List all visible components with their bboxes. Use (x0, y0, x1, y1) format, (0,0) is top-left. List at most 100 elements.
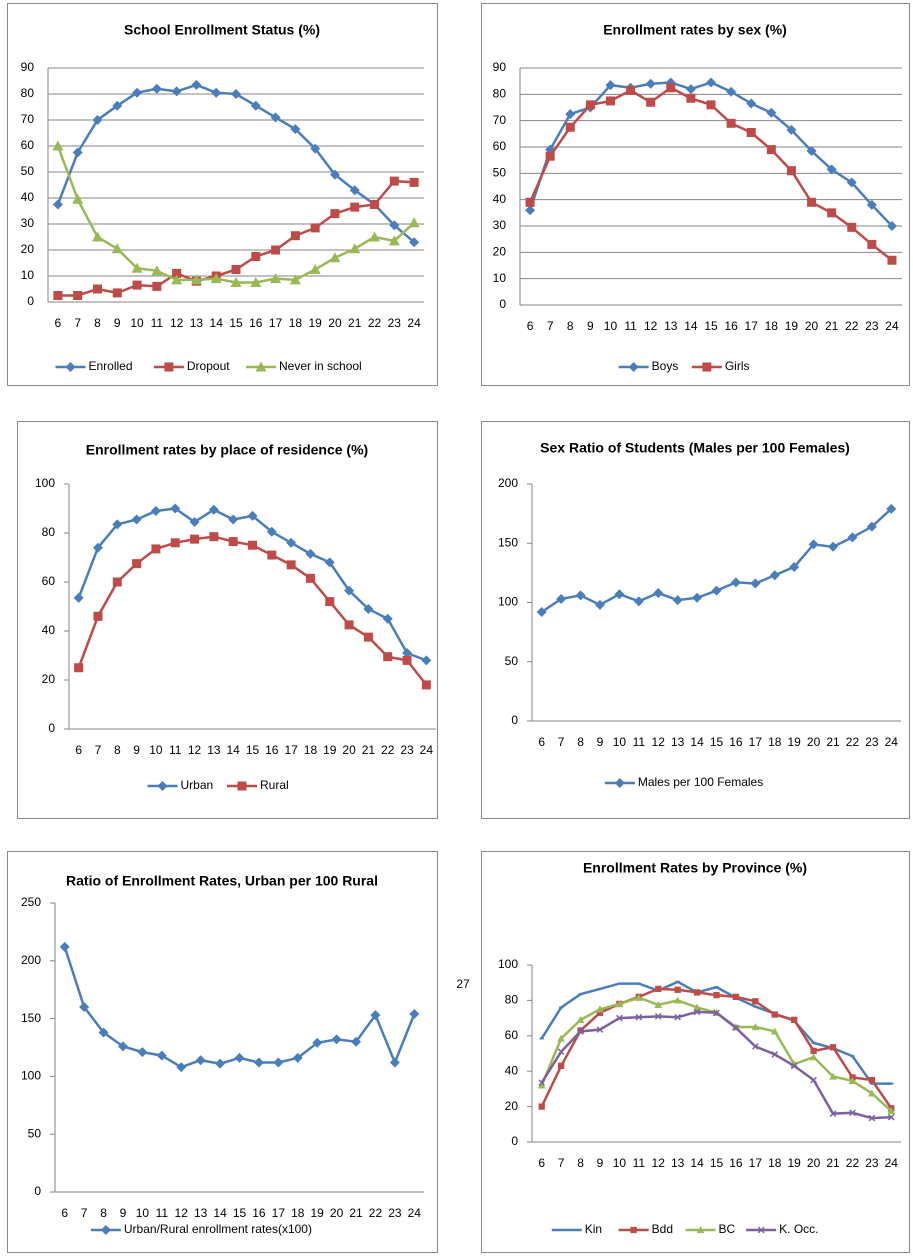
data-point (210, 273, 222, 284)
data-point (172, 268, 182, 278)
data-point (73, 291, 83, 300)
data-point (131, 262, 143, 273)
legend-label: Urban (181, 778, 214, 792)
x-tick-label: 14 (690, 1156, 704, 1170)
data-point (616, 1014, 623, 1022)
x-tick-label: 16 (265, 743, 279, 757)
x-tick-label: 9 (597, 735, 604, 749)
x-tick-label: 16 (729, 735, 743, 749)
x-tick-label: 21 (826, 735, 840, 749)
data-point (331, 1034, 342, 1045)
data-point (626, 85, 636, 95)
data-point (349, 243, 361, 254)
x-tick-label: 24 (420, 743, 434, 757)
data-point (389, 220, 400, 231)
y-tick-label: 30 (21, 216, 35, 230)
y-tick-label: 20 (493, 245, 507, 259)
x-tick-label: 9 (120, 1206, 127, 1220)
data-point (72, 193, 84, 204)
data-point (752, 998, 759, 1005)
legend-label: Males per 100 Females (638, 775, 763, 789)
data-point (310, 223, 320, 233)
y-tick-label: 20 (21, 242, 35, 256)
data-point (846, 177, 857, 188)
data-point (325, 597, 335, 607)
data-point (215, 1058, 226, 1069)
data-point (228, 514, 239, 525)
data-point (292, 1052, 303, 1063)
x-tick-label: 13 (671, 735, 685, 749)
data-point (190, 274, 202, 285)
data-point (829, 1110, 837, 1118)
data-point (810, 1076, 817, 1084)
data-point (732, 1024, 740, 1032)
y-tick-label: 60 (493, 139, 507, 153)
data-point (673, 996, 682, 1004)
x-tick-label: 17 (745, 319, 759, 333)
legend-label: Urban/Rural enrollment rates(x100) (124, 1222, 312, 1236)
data-point (132, 280, 142, 290)
data-point (766, 145, 776, 155)
data-point (633, 596, 644, 607)
data-point (538, 1079, 546, 1087)
y-tick-label: 0 (499, 297, 506, 311)
y-tick-label: 50 (21, 164, 35, 178)
legend-marker (237, 781, 247, 791)
data-point (409, 237, 420, 248)
data-point (402, 648, 413, 659)
legend-label: Kin (585, 1222, 602, 1236)
x-tick-label: 10 (149, 743, 163, 757)
y-tick-label: 0 (48, 721, 55, 735)
x-tick-label: 9 (587, 319, 594, 333)
data-point (248, 540, 257, 550)
x-tick-label: 6 (527, 319, 534, 333)
y-tick-label: 60 (21, 138, 35, 152)
x-tick-label: 8 (100, 1206, 107, 1220)
data-point (191, 79, 202, 90)
data-point (886, 503, 897, 514)
x-tick-label: 18 (765, 319, 779, 333)
x-tick-label: 23 (865, 319, 879, 333)
data-point (538, 1103, 545, 1110)
y-tick-label: 10 (21, 268, 35, 282)
data-point (565, 109, 576, 120)
data-point (190, 534, 200, 544)
data-point (827, 208, 837, 218)
x-tick-label: 10 (604, 319, 618, 333)
x-tick-label: 18 (768, 1156, 782, 1170)
y-tick-label: 0 (511, 1134, 518, 1148)
data-point (806, 145, 817, 156)
x-tick-label: 18 (768, 735, 782, 749)
data-point (674, 986, 681, 993)
y-tick-label: 50 (28, 1126, 42, 1140)
x-tick-label: 8 (577, 735, 584, 749)
legend-label: Bdd (652, 1222, 673, 1236)
data-point (706, 77, 716, 88)
data-point (868, 1076, 876, 1084)
data-point (596, 1009, 604, 1016)
chart-title: Enrollment rates by sex (%) (603, 22, 787, 38)
legend-marker (255, 361, 267, 372)
data-point (369, 231, 381, 242)
data-point (117, 1041, 128, 1052)
data-point (310, 143, 321, 154)
data-point (577, 1028, 584, 1035)
data-point (730, 577, 741, 588)
x-tick-label: 19 (308, 316, 322, 330)
x-tick-label: 13 (671, 1156, 685, 1170)
x-tick-label: 22 (381, 743, 395, 757)
x-tick-label: 15 (710, 735, 724, 749)
x-tick-label: 6 (55, 316, 62, 330)
x-tick-label: 19 (788, 735, 802, 749)
y-tick-label: 100 (498, 595, 518, 609)
y-tick-label: 10 (493, 271, 507, 285)
data-point (344, 620, 354, 630)
x-tick-label: 19 (311, 1206, 325, 1220)
y-tick-label: 40 (21, 190, 35, 204)
legend-marker (696, 1226, 705, 1234)
legend-marker (100, 1225, 111, 1235)
legend-label: BC (719, 1222, 736, 1236)
data-point (746, 98, 757, 109)
x-tick-label: 24 (407, 316, 421, 330)
